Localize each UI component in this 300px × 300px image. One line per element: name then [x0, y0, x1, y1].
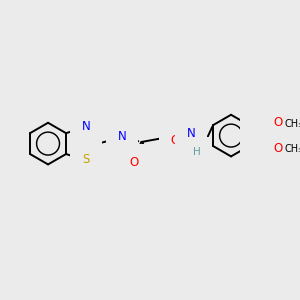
Text: CH₃: CH₃	[284, 144, 300, 154]
Text: O: O	[273, 116, 283, 129]
Text: N: N	[118, 130, 127, 143]
Text: CH₃: CH₃	[284, 118, 300, 129]
Text: O: O	[130, 155, 139, 169]
Text: O: O	[170, 134, 180, 147]
Text: N: N	[82, 120, 90, 133]
Text: H: H	[193, 147, 200, 158]
Text: N: N	[187, 127, 195, 140]
Text: O: O	[273, 142, 283, 155]
Text: S: S	[82, 153, 90, 166]
Text: H: H	[120, 125, 127, 135]
